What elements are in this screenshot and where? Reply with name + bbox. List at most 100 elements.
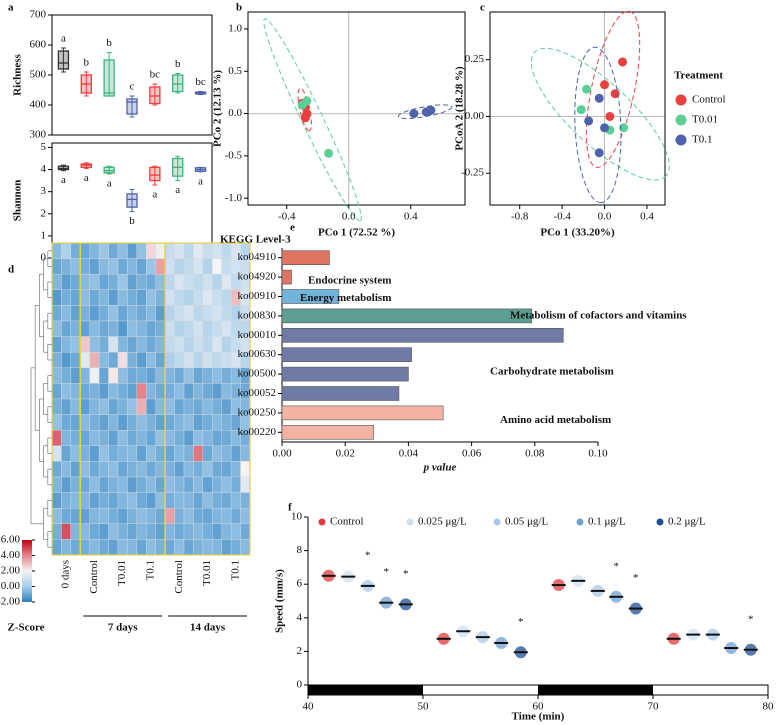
heatmap-cell <box>89 336 100 353</box>
group-label: 7 days <box>108 622 138 634</box>
box <box>172 74 184 93</box>
heatmap-cell <box>164 352 175 369</box>
heatmap-cell <box>89 383 100 400</box>
heatmap-cell <box>183 523 194 540</box>
heatmap-cell <box>51 476 62 493</box>
heatmap-cell <box>202 414 213 431</box>
heatmap-cell <box>202 352 213 369</box>
heatmap-cell <box>51 352 62 369</box>
heatmap-cell <box>127 242 138 259</box>
heatmap-cell <box>174 523 185 540</box>
heatmap-cell <box>193 352 204 369</box>
heatmap-cell <box>127 398 138 415</box>
heatmap-cell <box>212 539 222 556</box>
confidence-ellipse <box>585 10 641 168</box>
heatmap-cell <box>146 492 156 509</box>
significance-letter: a <box>61 33 66 45</box>
heatmap-cell <box>70 320 81 337</box>
heatmap-cell <box>174 383 185 400</box>
x-axis-label: p value <box>423 462 457 474</box>
heatmap-cell <box>136 274 147 291</box>
heatmap-cell <box>202 476 213 493</box>
heatmap-cell <box>80 305 90 322</box>
heatmap-cell <box>61 414 72 431</box>
heatmap-cell <box>80 289 90 306</box>
heatmap-cell <box>80 258 90 275</box>
plot-frame <box>247 11 466 206</box>
heatmap-cell <box>89 430 100 447</box>
heatmap-cell <box>51 320 62 337</box>
heatmap-cell <box>155 398 166 415</box>
heatmap-cell <box>164 289 175 306</box>
x-tick-label: 60 <box>533 701 545 713</box>
heatmap-cell <box>136 430 147 447</box>
heatmap-cell <box>117 492 128 509</box>
heatmap-cell <box>164 383 175 400</box>
heatmap-cell <box>221 274 232 291</box>
heatmap-cell <box>136 508 147 525</box>
category-annotation: Energy metabolism <box>300 292 391 304</box>
heatmap-cell <box>61 242 72 259</box>
x-tick-label: 40 <box>303 701 315 713</box>
heatmap-cell <box>89 320 100 337</box>
heatmap-cell <box>240 508 251 525</box>
heatmap-cell <box>117 352 128 369</box>
heatmap-cell <box>108 492 119 509</box>
significance-letter: a <box>175 184 180 196</box>
significance-letter: a <box>61 174 66 186</box>
heatmap-cell <box>202 508 213 525</box>
heatmap-cell <box>136 414 147 431</box>
significance-letter: bc <box>195 76 206 88</box>
heatmap-cell <box>127 367 138 384</box>
y-tick-label: 300 <box>30 129 47 141</box>
heatmap-cell <box>202 305 213 322</box>
heatmap-cell <box>164 367 175 384</box>
heatmap-cell <box>183 461 194 478</box>
column-label: T0.1 <box>145 560 157 580</box>
heatmap-cell <box>174 305 185 322</box>
heatmap-cell <box>127 508 138 525</box>
heatmap-cell <box>230 445 241 462</box>
x-tick-label: 0.0 <box>342 211 356 223</box>
heatmap-cell <box>51 539 62 556</box>
legend-label: Control <box>692 94 726 106</box>
heatmap-cell <box>155 352 166 369</box>
heatmap-cell <box>146 242 156 259</box>
y-tick-label: 2 <box>297 645 303 657</box>
heatmap-cell <box>155 445 166 462</box>
y-tick-label: ko00052 <box>238 387 277 399</box>
heatmap-cell <box>70 289 81 306</box>
heatmap-cell <box>221 508 232 525</box>
heatmap-cell <box>164 320 175 337</box>
heatmap-cell <box>136 352 147 369</box>
heatmap-cell <box>230 508 241 525</box>
heatmap-cell <box>202 274 213 291</box>
heatmap-cell <box>174 352 185 369</box>
heatmap-cell <box>80 523 90 540</box>
heatmap-cell <box>51 242 62 259</box>
heatmap-cell <box>108 539 119 556</box>
significance-star: * <box>403 568 409 580</box>
x-tick-label: 0.0 <box>598 211 612 223</box>
heatmap-cell <box>80 398 90 415</box>
heatmap-cell <box>193 398 204 415</box>
heatmap-cell <box>221 461 232 478</box>
legend-label: 0.2 μg/L <box>668 516 706 528</box>
column-label: Control <box>88 560 100 594</box>
heatmap-cell <box>117 398 128 415</box>
heatmap-cell <box>136 492 147 509</box>
heatmap-cell <box>108 430 119 447</box>
column-label: T0.01 <box>116 560 128 586</box>
panel-letter: b <box>236 2 242 14</box>
x-tick-label: 80 <box>763 701 775 713</box>
y-tick-label: 2 <box>41 207 47 219</box>
heatmap-cell <box>70 461 81 478</box>
bar <box>281 269 292 285</box>
heatmap-cell <box>108 336 119 353</box>
significance-star: * <box>633 572 639 584</box>
heatmap-cell <box>70 445 81 462</box>
significance-star: * <box>518 616 524 628</box>
heatmap-cell <box>193 476 204 493</box>
heatmap-cell <box>80 445 90 462</box>
heatmap-cell <box>193 258 204 275</box>
